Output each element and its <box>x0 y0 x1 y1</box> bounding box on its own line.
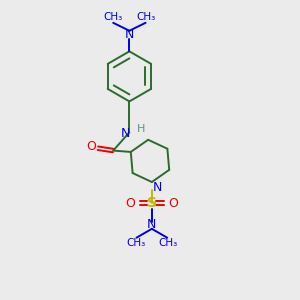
Text: N: N <box>152 181 162 194</box>
Text: N: N <box>147 218 157 231</box>
Text: S: S <box>147 196 157 210</box>
Text: CH₃: CH₃ <box>103 13 122 22</box>
Text: H: H <box>136 124 145 134</box>
Text: CH₃: CH₃ <box>126 238 146 248</box>
Text: O: O <box>125 197 135 210</box>
Text: CH₃: CH₃ <box>136 13 155 22</box>
Text: N: N <box>121 127 130 140</box>
Text: N: N <box>125 28 134 41</box>
Text: O: O <box>86 140 96 153</box>
Text: CH₃: CH₃ <box>158 238 177 248</box>
Text: O: O <box>168 197 178 210</box>
